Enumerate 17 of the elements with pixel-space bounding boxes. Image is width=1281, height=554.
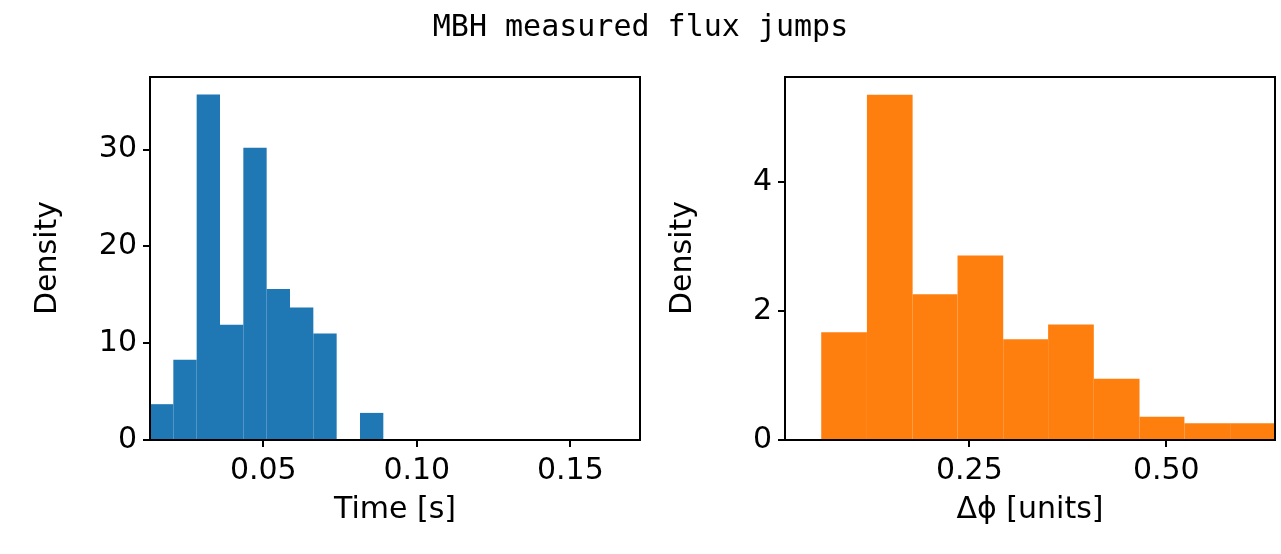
x-tick-label: 0.50 — [1132, 450, 1200, 486]
y-axis-title: Density — [27, 200, 63, 316]
x-tick-label: 0.05 — [229, 450, 297, 486]
x-tick-label: 0.10 — [383, 450, 451, 486]
y-tick-label: 10 — [98, 323, 137, 358]
y-tick-label: 20 — [98, 226, 137, 262]
y-tick-label: 30 — [98, 129, 137, 165]
y-tick-label: 0 — [117, 419, 137, 455]
x-axis-title: Time [s] — [333, 490, 457, 525]
x-tick-label: 0.25 — [935, 450, 1003, 486]
chart-title: MBH measured flux jumps — [431, 8, 850, 43]
y-tick-label: 2 — [752, 290, 772, 326]
x-axis-title: Δϕ [units] — [955, 490, 1105, 525]
y-tick-label: 4 — [752, 161, 772, 197]
y-tick-label: 0 — [752, 419, 772, 455]
y-axis-title: Density — [662, 200, 698, 316]
x-tick-label: 0.15 — [536, 450, 604, 486]
